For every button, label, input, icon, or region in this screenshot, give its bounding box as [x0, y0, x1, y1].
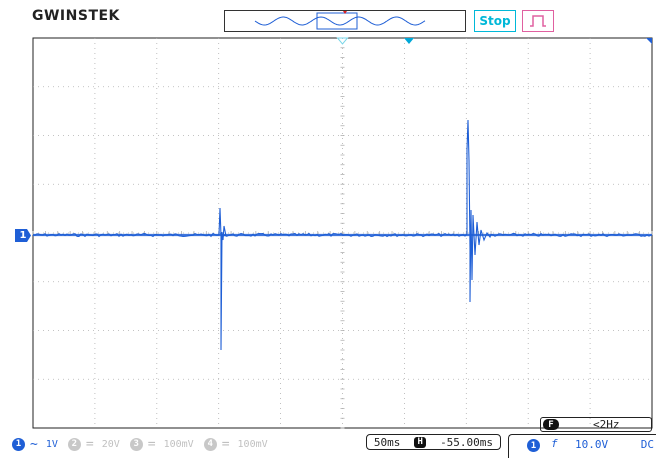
timebase-status[interactable]: 50ms H -55.00ms: [366, 434, 501, 450]
frequency-value: <2Hz: [593, 418, 620, 431]
ch4-indicator: 4: [203, 437, 217, 451]
ch1-status[interactable]: 1 ~ 1V: [12, 437, 58, 452]
pulse-trigger-icon: [530, 15, 546, 27]
graticule-grid: [33, 38, 652, 428]
ch2-indicator: 2: [67, 437, 81, 451]
ch4-status[interactable]: 4 = 100mV: [203, 436, 268, 452]
trigger-level-value: 10.0V: [575, 438, 609, 451]
trigger-point-marker: [336, 37, 349, 45]
trigger-coupling-value: DC: [640, 438, 654, 451]
ac-coupling-icon: ~: [30, 436, 38, 452]
horizontal-position-icon: H: [414, 436, 427, 448]
memory-position-marker: [343, 11, 347, 14]
trigger-status[interactable]: 1 f 10.0V DC: [508, 434, 656, 458]
ch2-scale: 20V: [101, 438, 120, 450]
channel-status-bar: 1 ~ 1V 2 = 20V 3 = 100mV 4 = 100mV: [12, 434, 362, 454]
memory-window-box: [316, 12, 358, 30]
ch3-status[interactable]: 3 = 100mV: [129, 436, 194, 452]
ch1-ground-marker[interactable]: 1: [15, 229, 31, 242]
ch1-scale: 1V: [45, 438, 58, 450]
ch3-scale: 100mV: [163, 438, 194, 450]
dc-coupling-icon: =: [221, 436, 230, 452]
falling-edge-icon: f: [551, 437, 558, 450]
trigger-source-indicator: 1: [527, 439, 540, 452]
horizontal-position-marker: [404, 38, 414, 44]
timebase-scale: 50ms: [373, 435, 401, 449]
trigger-mode-button[interactable]: [522, 10, 554, 32]
trigger-level-marker: [646, 38, 652, 44]
ch2-status[interactable]: 2 = 20V: [67, 436, 120, 452]
horizontal-position-value: -55.00ms: [440, 435, 494, 449]
frequency-icon: F: [543, 419, 559, 430]
ch3-indicator: 3: [129, 437, 143, 451]
memory-overview-bar[interactable]: [224, 10, 466, 32]
brand-logo: GWINSTEK: [32, 8, 120, 24]
frequency-counter: F <2Hz: [540, 417, 652, 432]
memory-overview-waveform: [254, 11, 426, 30]
ch4-scale: 100mV: [237, 438, 268, 450]
ch1-indicator: 1: [12, 437, 25, 451]
dc-coupling-icon: =: [147, 436, 156, 452]
dc-coupling-icon: =: [85, 436, 94, 452]
run-stop-button[interactable]: Stop: [474, 10, 516, 32]
